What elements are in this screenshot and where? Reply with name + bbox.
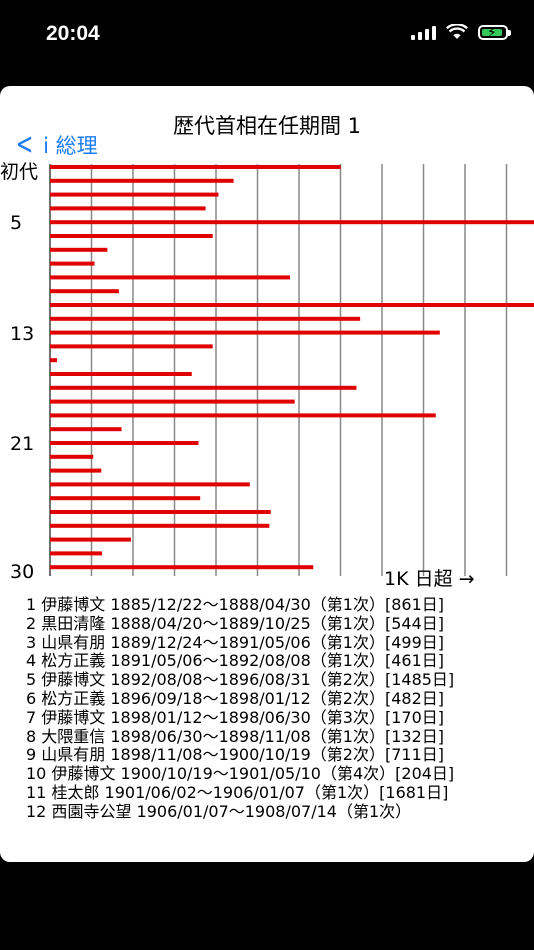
bar-10 — [50, 289, 119, 294]
status-bar: 20:04 ⚡ — [0, 0, 534, 70]
bar-5 — [50, 220, 534, 225]
overflow-label: 1K 日超 → — [384, 568, 475, 590]
bar-18 — [50, 399, 295, 404]
term-entry: 1 伊藤博文 1885/12/22〜1888/04/30（第1次）[861日] — [26, 595, 444, 614]
bar-9 — [50, 275, 290, 280]
y-tick-label: 5 — [10, 212, 23, 235]
bar-24 — [50, 482, 250, 487]
battery-level — [482, 28, 502, 36]
back-button[interactable]: < i 総理 — [12, 130, 98, 160]
back-button-label: i 総理 — [43, 134, 98, 158]
bar-20 — [50, 427, 122, 432]
bar-16 — [50, 372, 192, 376]
term-entry: 8 大隈重信 1898/06/30〜1898/11/08（第1次）[132日] — [26, 726, 444, 746]
term-entry: 12 西園寺公望 1906/01/07〜1908/07/14（第1次） — [26, 801, 412, 821]
bar-12 — [50, 316, 361, 321]
bar-chart — [49, 164, 534, 576]
y-tick-label: 21 — [10, 433, 35, 455]
y-tick-label: 30 — [10, 561, 35, 584]
term-entry: 6 松方正義 1896/09/18〜1898/01/12（第2次）[482日] — [26, 688, 444, 708]
term-entry: 4 松方正義 1891/05/06〜1892/08/08（第1次）[461日] — [26, 651, 444, 671]
charging-bolt-icon: ⚡ — [487, 24, 497, 41]
term-entry: 9 山県有朋 1898/11/08〜1900/10/19（第2次）[711日] — [26, 745, 444, 765]
bar-1 — [50, 165, 341, 169]
term-entry: 3 山県有朋 1889/12/24〜1891/05/06（第1次）[499日] — [26, 632, 444, 652]
bar-26 — [50, 510, 271, 514]
bar-17 — [50, 385, 357, 390]
bar-6 — [50, 234, 213, 238]
bar-11 — [50, 303, 534, 307]
term-list: 1 伊藤博文 1885/12/22〜1888/04/30（第1次）[861日] 2… — [26, 595, 526, 822]
bar-19 — [50, 413, 436, 418]
term-entry: 2 黒田清隆 1888/04/20〜1889/10/25（第1次）[544日] — [26, 613, 444, 633]
chevron-left-icon: < — [15, 127, 34, 162]
bar-2 — [50, 178, 234, 183]
bar-7 — [50, 247, 108, 252]
battery-icon: ⚡ — [478, 24, 511, 41]
signal-icon — [411, 24, 436, 40]
y-tick-label: 初代 — [0, 161, 39, 183]
wifi-icon — [446, 24, 468, 39]
term-entry: 11 桂太郎 1901/06/02〜1906/01/07（第1次）[1681日] — [26, 782, 449, 802]
term-entry: 10 伊藤博文 1900/10/19〜1901/05/10（第4次）[204日] — [26, 764, 455, 784]
bar-13 — [50, 330, 440, 335]
y-tick-label: 13 — [10, 322, 35, 345]
bar-4 — [50, 206, 206, 211]
bar-23 — [50, 468, 102, 473]
bar-14 — [50, 344, 213, 349]
main-screen: 歴代首相在任期間 1 < i 総理 初代 5 13 21 30 1K 日超 → 1 伊藤… — [0, 86, 534, 862]
bar-21 — [50, 441, 199, 445]
status-time: 20:04 — [46, 22, 100, 45]
bar-29 — [50, 551, 102, 556]
bar-25 — [50, 496, 201, 501]
bar-3 — [50, 192, 219, 197]
home-area — [0, 862, 534, 950]
bar-30 — [50, 565, 314, 570]
bar-8 — [50, 261, 95, 266]
term-entry: 7 伊藤博文 1898/01/12〜1898/06/30（第3次）[170日] — [26, 707, 444, 727]
term-entry: 5 伊藤博文 1892/08/08〜1896/08/31（第2次）[1485日] — [26, 670, 455, 690]
bar-15 — [50, 358, 58, 363]
bar-28 — [50, 537, 131, 542]
bar-22 — [50, 454, 94, 459]
chart-title: 歴代首相在任期間 1 — [172, 114, 362, 138]
status-icons: ⚡ — [411, 24, 511, 41]
bar-27 — [50, 523, 270, 528]
